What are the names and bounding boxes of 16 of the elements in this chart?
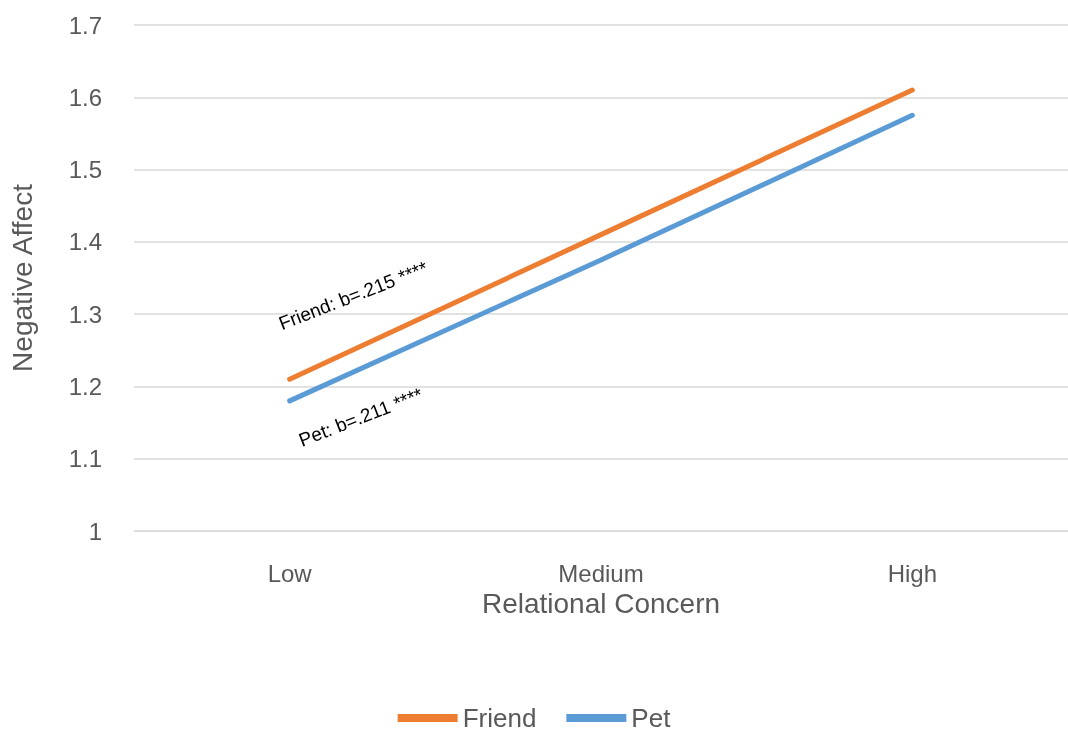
y-tick-label: 1.3: [68, 300, 102, 328]
y-tick-label: 1.2: [68, 372, 102, 400]
y-tick-label: 1.7: [68, 11, 102, 39]
legend-label: Pet: [631, 703, 672, 733]
x-axis-title: Relational Concern: [481, 588, 721, 620]
legend-label: Friend: [462, 703, 537, 733]
annotation: Pet: b=.211 ****: [295, 383, 427, 451]
x-tick-label: High: [887, 559, 938, 587]
y-tick-label: 1: [88, 517, 102, 545]
x-tick-label: Medium: [558, 559, 644, 587]
y-tick-label: 1.6: [68, 83, 102, 111]
y-axis-title: Negative Affect: [6, 183, 38, 372]
x-tick-label: Low: [267, 559, 313, 587]
y-tick-label: 1.4: [68, 228, 102, 256]
y-tick-label: 1.1: [68, 445, 102, 473]
y-tick-label: 1.5: [68, 156, 102, 184]
